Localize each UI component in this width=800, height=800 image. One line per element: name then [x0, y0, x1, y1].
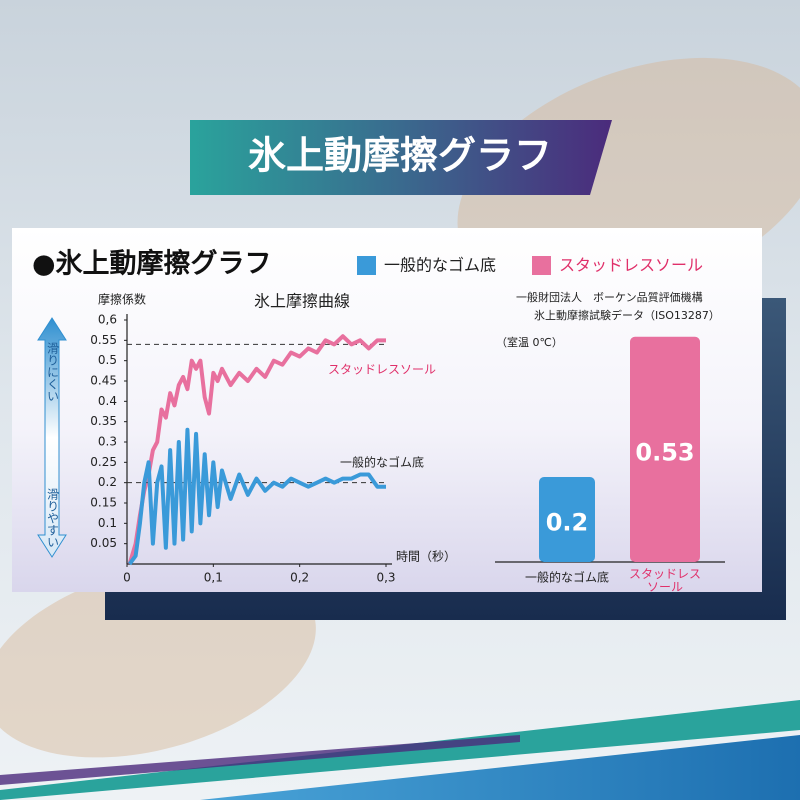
line-series: [127, 427, 386, 566]
banner-title: 氷上動摩擦グラフ: [248, 134, 552, 178]
annotation: 一般財団法人 ボーケン品質評価機構: [516, 290, 703, 304]
y-tick-label: 0.45: [90, 374, 117, 388]
category-label: 一般的なゴム底: [525, 570, 609, 585]
series-label: スタッドレスソール: [328, 363, 436, 377]
banner: [190, 120, 612, 195]
y-tick-label: 0.4: [98, 394, 117, 408]
y-tick-label: 0.2: [98, 475, 117, 489]
y-tick-label: 0.05: [90, 536, 117, 550]
annotation: （室温 0℃）: [496, 335, 563, 349]
line-series: [127, 334, 386, 565]
y-tick-label: 0.55: [90, 333, 117, 347]
stripe: [0, 735, 520, 785]
y-axis-label: 摩擦係数: [98, 292, 146, 307]
side-label: 滑りにくい: [46, 342, 60, 402]
x-axis-label: 時間（秒）: [396, 550, 456, 564]
x-tick-label: 0,3: [376, 571, 395, 585]
y-tick-label: 0,6: [98, 313, 117, 327]
legend-label: 一般的なゴム底: [384, 256, 496, 275]
bar-value-label: 0.2: [546, 509, 589, 537]
y-tick-label: 0.3: [98, 435, 117, 449]
bar: [539, 477, 595, 562]
legend-swatch: [357, 256, 376, 275]
y-tick-label: 0.1: [98, 516, 117, 530]
y-tick-label: 0.5: [98, 353, 117, 367]
card-title: ●氷上動摩擦グラフ: [32, 248, 272, 280]
bar: [630, 336, 700, 562]
series-label: 一般的なゴム底: [340, 455, 424, 470]
category-label: スタッドレスソール: [629, 567, 701, 594]
y-tick-label: 0.35: [90, 414, 117, 428]
annotation: 氷上動摩擦試験データ（ISO13287）: [534, 308, 720, 322]
side-label: 滑りやすい: [46, 488, 60, 548]
legend-label: スタッドレスソール: [559, 256, 703, 275]
x-tick-label: 0,2: [290, 571, 309, 585]
y-tick-label: 0.25: [90, 455, 117, 469]
side-arrow: [37, 317, 67, 558]
y-tick-label: 0.15: [90, 496, 117, 510]
legend-swatch: [532, 256, 551, 275]
chart-title: 氷上摩擦曲線: [254, 292, 350, 311]
x-tick-label: 0,1: [204, 571, 223, 585]
ice: [200, 735, 800, 800]
bar-value-label: 0.53: [635, 438, 694, 466]
x-tick-label: 0: [123, 571, 131, 585]
